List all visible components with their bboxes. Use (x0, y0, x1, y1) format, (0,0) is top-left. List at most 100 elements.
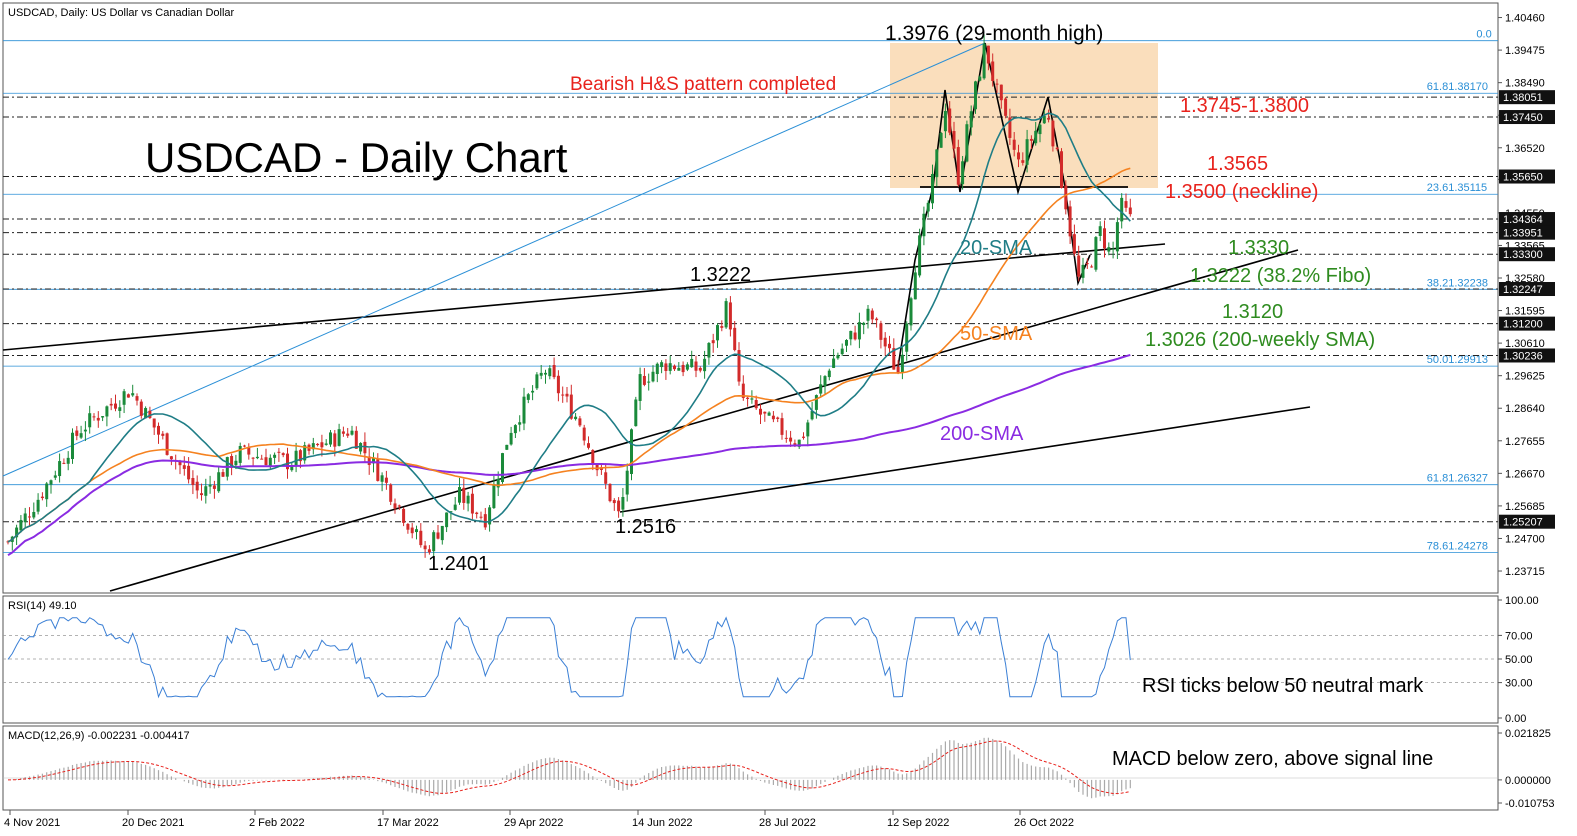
candle-body (1038, 124, 1042, 135)
annotation-rsi: RSI ticks below 50 neutral mark (1142, 675, 1424, 697)
candle-body (320, 442, 324, 448)
candle-body (169, 456, 173, 460)
candle-body (776, 417, 780, 419)
macd-label: MACD(12,26,9) -0.002231 -0.004417 (8, 730, 190, 742)
candle-body (999, 84, 1003, 101)
candle-body (587, 443, 590, 448)
candle-body (974, 81, 977, 110)
candle-body (819, 384, 823, 394)
candle-body (767, 412, 771, 416)
candle-body (926, 202, 930, 212)
candle-body (789, 437, 793, 442)
rsi-label: RSI(14) 49.10 (8, 600, 76, 612)
rsi-pane-frame (2, 595, 1499, 724)
candle-body (853, 332, 857, 340)
time-tick-label: 26 Oct 2022 (1014, 817, 1074, 829)
candle-body (888, 343, 891, 349)
candle-body (797, 439, 801, 447)
candle-body (204, 486, 208, 496)
candle-body (32, 511, 36, 518)
candle-body (402, 508, 406, 523)
candle-body (372, 457, 375, 464)
time-tick-label: 20 Dec 2021 (122, 817, 184, 829)
candle-body (931, 174, 934, 204)
candle-body (685, 364, 689, 370)
price-tick-label: 1.25685 (1505, 501, 1545, 513)
candle-body (827, 370, 831, 378)
candle-body (363, 441, 367, 454)
candle-body (565, 393, 569, 397)
fibo-level-label: 61.81.38170 (1427, 81, 1488, 93)
candle-body (922, 213, 926, 237)
annotation-low-2516: 1.2516 (615, 516, 676, 538)
rising-support-trendline (109, 249, 1299, 592)
candle-body (900, 354, 904, 373)
candle-body (1072, 234, 1076, 254)
candle-body (298, 450, 302, 462)
rsi-axis: 100.00 70.00 50.00 30.00 0.00 (1498, 595, 1539, 725)
candle-body (505, 444, 509, 450)
candle-body (518, 422, 522, 425)
candle-body (870, 310, 874, 320)
candle-body (703, 358, 707, 372)
price-tag-label: 1.31200 (1503, 319, 1543, 331)
price-tick-label: 1.28640 (1505, 403, 1545, 415)
candle-body (208, 484, 212, 487)
candle-body (200, 493, 203, 496)
candle-body (406, 523, 410, 530)
price-tag-box (1499, 212, 1555, 227)
candle-body (939, 132, 943, 148)
candle-body (1034, 130, 1038, 144)
lower-trendline (619, 406, 1311, 513)
fibo-diagonal-line (2, 42, 986, 477)
candle-body (324, 443, 328, 445)
candle-body (578, 418, 582, 426)
candle-body (892, 348, 896, 370)
candle-body (243, 445, 246, 447)
candle-body (574, 416, 578, 420)
candle-body (535, 374, 539, 389)
time-tick-label: 4 Nov 2021 (4, 817, 60, 829)
time-tick-label: 28 Jul 2022 (759, 817, 816, 829)
fibo-level-label: 78.61.24278 (1427, 540, 1488, 552)
candle-body (814, 395, 818, 410)
candle-body (337, 429, 341, 446)
candle-body (1107, 247, 1111, 252)
candle-body (728, 302, 732, 330)
candle-body (780, 418, 784, 435)
candle-body (273, 454, 277, 458)
price-tick-label: 1.38490 (1505, 78, 1545, 90)
candle-body (350, 430, 354, 435)
candle-body (986, 45, 990, 64)
price-tag-label: 1.33300 (1503, 249, 1543, 261)
sma20-line (7, 112, 1131, 543)
candle-body (62, 462, 66, 464)
candle-body (453, 504, 457, 510)
price-tick-label: 1.36520 (1505, 143, 1545, 155)
candle-body (763, 411, 767, 414)
candle-body (83, 429, 87, 432)
price-tick-label: 1.31595 (1505, 306, 1545, 318)
price-tag-label: 1.37450 (1503, 112, 1543, 124)
candle-body (260, 458, 264, 460)
candle-body (389, 484, 393, 502)
candle-body (238, 446, 242, 463)
candle-body (716, 325, 719, 341)
time-tick-label: 2 Feb 2022 (249, 817, 305, 829)
price-tag-label: 1.33951 (1503, 228, 1543, 240)
candle-body (746, 397, 750, 399)
rsi-tick-label: 30.00 (1505, 678, 1533, 690)
candle-body (1094, 237, 1098, 270)
candle-body (118, 407, 122, 411)
candle-body (754, 400, 758, 409)
candle-body (879, 323, 883, 340)
candle-body (28, 516, 31, 518)
candle-body (724, 301, 728, 328)
candle-body (784, 437, 788, 439)
candle-body (122, 391, 126, 405)
candle-body (526, 394, 530, 400)
macd-axis: 0.021825 0.000000 -0.010753 (1498, 728, 1555, 810)
candle-body (741, 383, 745, 398)
candle-body (759, 408, 762, 415)
